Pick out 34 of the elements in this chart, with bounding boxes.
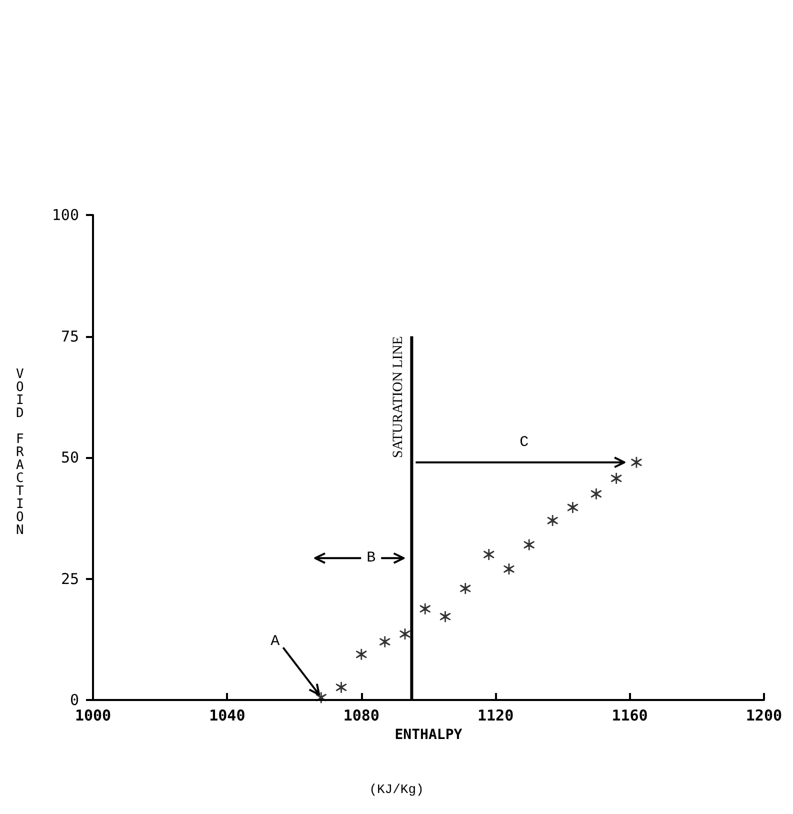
- point: [399, 628, 410, 640]
- y-tick-label: 0: [70, 691, 79, 709]
- x-tick-label: 1080: [343, 706, 380, 724]
- point: [547, 515, 558, 526]
- x-tick-label: 1000: [74, 706, 112, 724]
- point: [356, 648, 367, 660]
- annotation: B: [366, 550, 376, 567]
- text: SATURATION LINE: [391, 336, 406, 458]
- point: [524, 539, 535, 550]
- y-tick-label: 50: [60, 448, 79, 466]
- x-axis-title: ENTHALPY: [394, 727, 463, 743]
- annotation: C: [520, 434, 529, 451]
- y-tick-label: 25: [60, 570, 79, 588]
- point: [630, 456, 642, 468]
- x-tick-label: 1200: [746, 706, 782, 724]
- point: [336, 682, 347, 693]
- point: [460, 582, 471, 594]
- point: [379, 636, 390, 648]
- point: [440, 611, 451, 622]
- text: VOID FRACTION: [16, 367, 24, 538]
- x-tick-label: 1040: [209, 706, 246, 724]
- point: [567, 502, 578, 513]
- point: [590, 488, 602, 500]
- point: [483, 549, 494, 560]
- y-tick-label: 100: [52, 206, 79, 224]
- point: [316, 692, 327, 704]
- x-tick-label: 1120: [478, 706, 514, 724]
- point: [420, 603, 431, 614]
- point: [610, 472, 622, 484]
- x-tick-label: 1160: [612, 706, 648, 724]
- point: [503, 564, 514, 575]
- y-tick-label: 75: [60, 327, 79, 346]
- annotation: A: [270, 633, 280, 650]
- text: (KJ/Kg): [369, 782, 424, 797]
